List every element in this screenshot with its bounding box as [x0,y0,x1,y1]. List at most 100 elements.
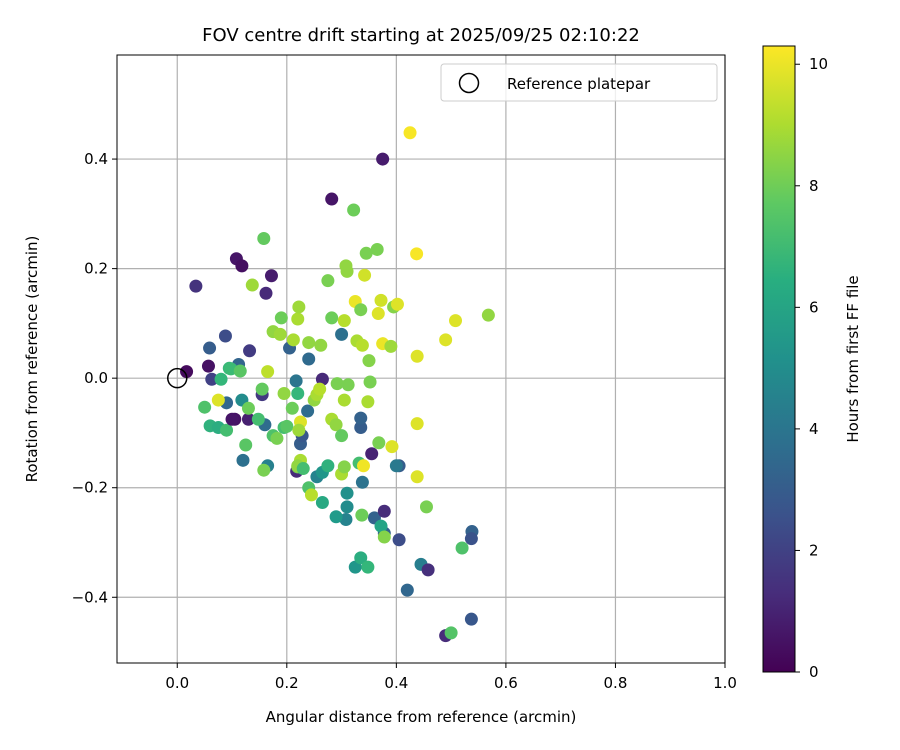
data-point [392,533,406,547]
data-point [410,470,424,484]
data-point [325,192,339,206]
data-point [444,626,458,640]
y-axis-label: Rotation from reference (arcmin) [23,236,41,483]
data-point [449,314,463,328]
legend-reference-marker [458,72,480,94]
data-point [410,349,424,363]
data-point [335,429,349,443]
data-point [261,365,275,379]
data-point [439,333,453,347]
data-point [180,365,194,379]
data-point [384,339,398,353]
legend-reference-label: Reference platepar [507,75,651,93]
chart-title: FOV centre drift starting at 2025/09/25 … [202,25,640,46]
data-point [274,311,288,325]
colorbar-tick-label: 6 [809,298,819,316]
legend: Reference platepar [440,63,718,102]
data-point [198,400,212,414]
data-point [330,377,344,391]
data-point [419,500,433,514]
data-point [315,496,329,510]
data-point [337,314,351,328]
data-point [220,423,234,437]
colorbar-tick-label: 10 [809,55,828,73]
data-point [189,279,203,293]
data-point [410,417,424,431]
data-point [214,372,228,386]
data-point [355,508,369,522]
data-point [403,126,417,140]
data-point [377,530,391,544]
data-point [481,308,495,322]
data-point [321,274,335,288]
data-point [376,152,390,166]
data-point [358,268,372,282]
colorbar-tick-label: 2 [809,541,819,559]
data-point [374,293,388,307]
data-point [302,336,316,350]
data-point [301,404,315,418]
data-point [341,378,355,392]
x-tick-label: 0.8 [604,674,628,692]
data-point [225,412,239,426]
data-point [329,510,343,524]
data-point [245,278,259,292]
data-point [356,459,370,473]
data-point [314,338,328,352]
data-point [211,393,225,407]
data-point [292,300,306,314]
data-point [255,382,269,396]
data-point [259,286,273,300]
data-point [370,242,384,256]
data-point [377,504,391,518]
y-tick-label: 0.0 [84,369,108,387]
data-point [339,512,353,526]
data-point [340,264,354,278]
data-point [400,583,414,597]
x-tick-label: 0.4 [384,674,408,692]
data-point [313,382,327,396]
data-point [277,387,291,401]
y-tick-label: −0.2 [72,479,108,497]
data-point [359,246,373,260]
colorbar-ticks: 0 2 4 6 8 10 [795,55,828,681]
data-point [363,375,377,389]
data-point [296,462,310,476]
data-point [337,460,351,474]
data-point [239,438,253,452]
data-point [315,372,329,386]
data-point [421,563,435,577]
colorbar [762,45,796,673]
y-axis-ticks: −0.4 −0.2 0.0 0.2 0.4 [72,150,117,606]
data-point [291,387,305,401]
data-point [389,459,403,473]
data-point [289,374,303,388]
data-point [304,488,318,502]
y-tick-label: 0.2 [84,260,108,278]
y-tick-label: 0.4 [84,150,108,168]
x-axis-label: Angular distance from reference (arcmin) [266,708,577,726]
data-point [243,344,257,358]
colorbar-label: Hours from first FF file [844,275,862,442]
data-point [410,247,424,261]
data-point [251,412,265,426]
data-point [286,333,300,347]
colorbar-tick-label: 4 [809,420,819,438]
data-point [335,327,349,341]
reference-platepar-marker [167,367,188,389]
data-point [355,338,369,352]
colorbar-tick-label: 8 [809,177,819,195]
x-tick-label: 1.0 [713,674,737,692]
data-point [291,312,305,326]
data-point [264,269,278,283]
data-point [235,259,249,273]
data-point [329,418,343,432]
data-point [233,364,247,378]
data-point [201,359,215,373]
data-point [257,231,271,245]
data-point [372,436,386,450]
data-point [257,463,271,477]
data-points [167,126,495,643]
data-point [464,612,478,626]
